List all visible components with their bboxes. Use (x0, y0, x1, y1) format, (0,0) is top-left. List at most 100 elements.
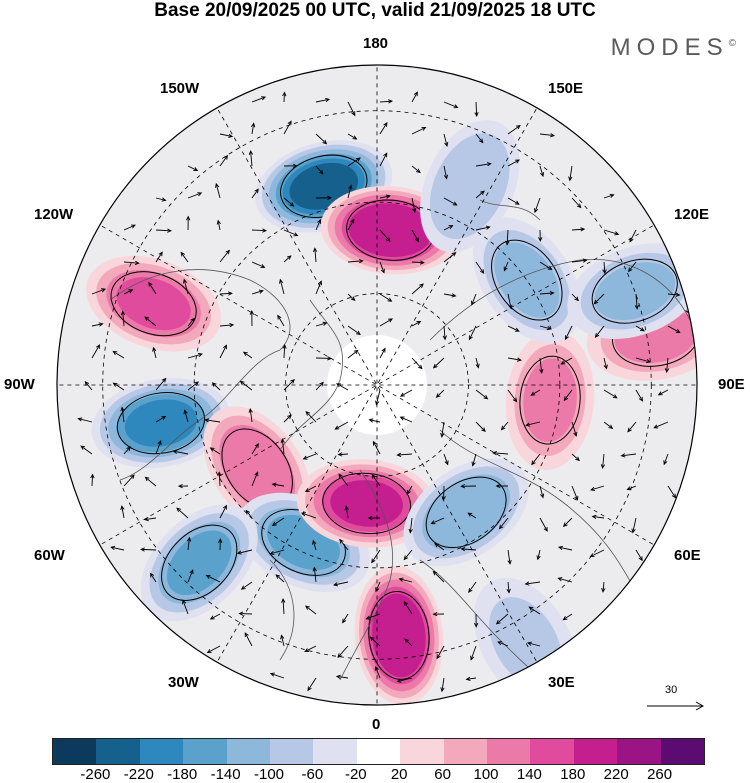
wind-vector (471, 453, 477, 467)
wind-vector (399, 416, 413, 423)
wind-vector (507, 325, 520, 332)
wind-vector (315, 195, 333, 200)
wind-vector (149, 572, 157, 583)
wind-vector (283, 163, 298, 169)
wind-vector (251, 442, 259, 455)
wind-vector (473, 613, 479, 628)
wind-vector (568, 165, 573, 182)
wind-vector (112, 350, 125, 359)
map-border (56, 64, 698, 706)
wind-vector (631, 517, 637, 534)
wind-vector (430, 517, 445, 525)
wind-vector (626, 485, 637, 491)
wind-vector (155, 377, 167, 391)
wind-vector (471, 293, 477, 306)
colorbar-tick-label: 100 (473, 766, 499, 783)
wind-vector (271, 517, 285, 526)
wind-vector (411, 260, 425, 265)
wind-vector (603, 389, 618, 399)
wind-vector (90, 473, 95, 487)
wind-vector (538, 229, 543, 242)
wind-vector (251, 261, 266, 268)
wind-vector (589, 549, 605, 557)
wind-vector (497, 641, 509, 647)
lon-label-30w: 30W (168, 674, 199, 691)
wind-vector (635, 549, 643, 562)
wind-vector (539, 517, 548, 532)
wind-vector (315, 321, 328, 327)
colorbar-tick-label: 260 (647, 766, 673, 783)
wind-vector (443, 252, 457, 263)
wind-vector (475, 261, 485, 274)
colorbar (52, 738, 705, 765)
wind-vector (590, 485, 605, 491)
wind-vector (635, 325, 645, 332)
wind-vector (337, 645, 349, 658)
wind-vector (475, 190, 485, 199)
wind-vector (347, 218, 355, 231)
colorbar-tick-label: -100 (253, 766, 285, 783)
wind-vector (187, 569, 194, 583)
wind-vector (500, 421, 509, 431)
wind-vector (371, 549, 381, 564)
wind-vector (152, 346, 157, 359)
wind-vector (539, 485, 545, 499)
colorbar-bin (53, 739, 97, 764)
wind-vector (347, 258, 364, 264)
wind-vector (657, 389, 669, 396)
wind-vector (467, 512, 477, 519)
wind-vector (460, 484, 477, 489)
wind-vector (219, 344, 227, 359)
wind-vector (369, 636, 381, 647)
anomaly-center (505, 330, 595, 470)
wind-vector (187, 317, 195, 327)
meridian-line (213, 102, 541, 668)
wind-vectors (77, 91, 681, 693)
brand-logo: MODES© (611, 34, 736, 62)
wind-vector (187, 192, 203, 199)
wind-vector (653, 421, 669, 429)
wind-vector (560, 357, 573, 365)
wind-vector (571, 293, 579, 302)
wind-vector (399, 389, 413, 397)
wind-vector (562, 517, 573, 528)
wind-vector (432, 612, 445, 617)
wind-vector (443, 225, 454, 231)
wind-vector (155, 197, 167, 202)
wind-vector (411, 91, 418, 103)
coastline (439, 429, 641, 601)
wind-vector (635, 389, 643, 402)
wind-vector (186, 215, 191, 231)
wind-vector (283, 120, 292, 135)
wind-vector (507, 389, 518, 403)
wind-vector (186, 536, 192, 551)
wind-vector (315, 165, 324, 175)
wind-vector (344, 505, 349, 519)
wind-vector (219, 249, 230, 263)
wind-vector (379, 99, 394, 104)
colorbar-bin (270, 739, 314, 764)
wind-vector (283, 414, 292, 423)
wind-vector (620, 453, 637, 458)
wind-vector (215, 182, 221, 199)
wind-vector (282, 91, 287, 103)
wind-vector (251, 96, 267, 103)
lon-label-150e: 150E (548, 80, 584, 97)
anomaly-contour-fill (523, 358, 577, 443)
colorbar-bin (443, 739, 488, 764)
wind-vector (239, 380, 253, 391)
wind-vector (562, 613, 573, 621)
wind-vector (629, 229, 637, 243)
wind-vector (468, 325, 477, 341)
wind-vector (244, 632, 253, 647)
anomaly-contour-fill (439, 146, 500, 226)
wind-vector (667, 292, 681, 297)
wind-vector (315, 280, 322, 295)
wind-vector (347, 101, 356, 117)
wind-vector (664, 357, 670, 374)
wind-vector (304, 645, 317, 653)
wind-vector (465, 676, 477, 681)
wind-vector (312, 539, 317, 551)
colorbar-tick-label: 140 (516, 766, 542, 783)
wind-vector (91, 322, 104, 327)
